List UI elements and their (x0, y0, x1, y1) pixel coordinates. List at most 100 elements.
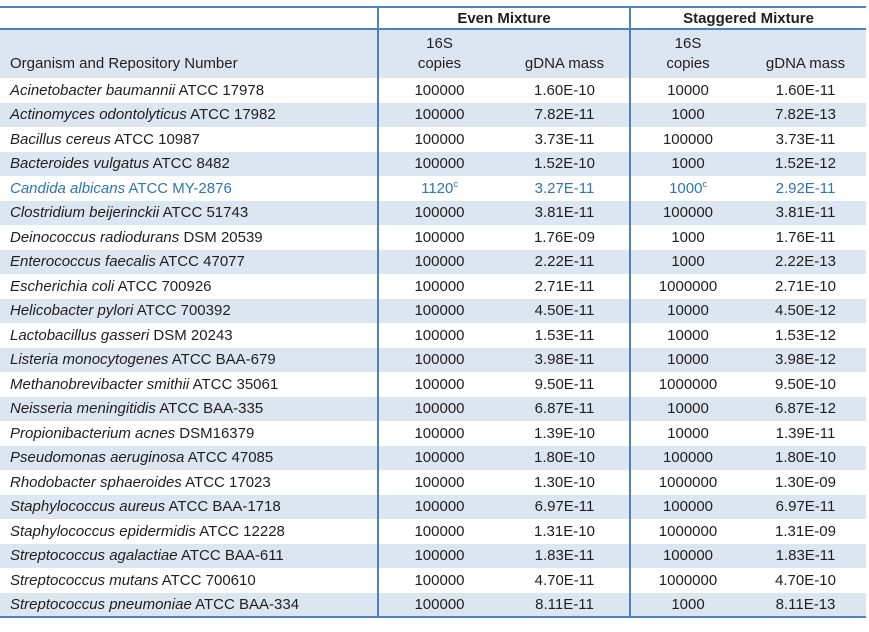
table-row: Bacillus cereus ATCC 10987 100000 3.73E-… (0, 127, 866, 152)
staggered-16s-copies-cell: 1000000 (629, 470, 745, 495)
even-gdna-mass-cell: 4.70E-11 (500, 568, 630, 593)
organism-name: Candida albicans (10, 179, 126, 197)
staggered-gdna-mass-cell: 1.53E-12 (745, 323, 866, 348)
empty-corner-cell (0, 6, 378, 30)
staggered-gdna-mass-cell: 1.39E-11 (745, 421, 866, 446)
even-16s-copies-cell: 1120c (377, 176, 500, 201)
table-row: Clostridium beijerinckii ATCC 51743 1000… (0, 200, 866, 225)
table-row: Pseudomonas aeruginosa ATCC 47085 100000… (0, 445, 866, 470)
even-gdna-mass-cell: 1.52E-10 (500, 151, 630, 176)
even-16s-copies-cell: 100000 (377, 519, 500, 544)
even-16s-copies-cell: 100000 (377, 470, 500, 495)
even-gdna-mass-cell: 2.22E-11 (500, 249, 630, 274)
repository-number: ATCC 17023 (185, 473, 271, 491)
even-gdna-mass-cell: 1.76E-09 (500, 225, 630, 250)
organism-cell: Rhodobacter sphaeroides ATCC 17023 (0, 470, 378, 495)
organism-name: Rhodobacter sphaeroides (10, 473, 182, 491)
even-gdna-mass-cell: 8.11E-11 (500, 592, 630, 618)
staggered-gdna-mass-cell: 4.70E-10 (745, 568, 866, 593)
staggered-16s-copies-cell: 1000000 (629, 274, 745, 299)
staggered-16s-copies-cell: 1000c (629, 176, 745, 201)
organism-name: Enterococcus faecalis (10, 253, 156, 271)
even-16s-copies-cell: 100000 (377, 225, 500, 250)
staggered-16s-copies-header-line2: copies (666, 54, 710, 72)
organism-name: Helicobacter pylori (10, 302, 134, 320)
staggered-16s-copies-cell: 1000 (629, 102, 745, 127)
organism-cell: Candida albicans ATCC MY-2876 (0, 176, 378, 201)
column-header-row: Organism and Repository Number 16S copies… (0, 29, 866, 78)
staggered-gdna-mass-cell: 4.50E-12 (745, 298, 866, 323)
repository-number: ATCC 12228 (199, 522, 285, 540)
staggered-gdna-mass-cell: 9.50E-10 (745, 372, 866, 397)
repository-number: ATCC BAA-1718 (168, 498, 281, 516)
even-gdna-mass-cell: 6.97E-11 (500, 494, 630, 519)
organism-cell: Pseudomonas aeruginosa ATCC 47085 (0, 445, 378, 470)
even-gdna-mass-cell: 1.80E-10 (500, 445, 630, 470)
organism-name: Escherichia coli (10, 277, 115, 295)
organism-cell: Actinomyces odontolyticus ATCC 17982 (0, 102, 378, 127)
even-gdna-mass-cell: 4.50E-11 (500, 298, 630, 323)
organism-cell: Acinetobacter baumannii ATCC 17978 (0, 78, 378, 103)
table-row: Candida albicans ATCC MY-2876 1120c 3.27… (0, 176, 866, 201)
table-row: Streptococcus agalactiae ATCC BAA-611 10… (0, 543, 866, 568)
organism-cell: Escherichia coli ATCC 700926 (0, 274, 378, 299)
even-16s-copies-cell: 100000 (377, 396, 500, 421)
repository-number: ATCC BAA-335 (159, 400, 264, 418)
organism-column-header: Organism and Repository Number (0, 29, 378, 78)
staggered-gdna-mass-cell: 2.22E-13 (745, 249, 866, 274)
even-16s-copies-cell: 100000 (377, 127, 500, 152)
staggered-16s-copies-cell: 10000 (629, 421, 745, 446)
organism-name: Staphylococcus aureus (10, 498, 166, 516)
table-row: Streptococcus pneumoniae ATCC BAA-334 10… (0, 592, 866, 618)
group-header-row: Even Mixture Staggered Mixture (0, 6, 866, 30)
staggered-16s-copies-cell: 1000000 (629, 372, 745, 397)
even-16s-copies-cell: 100000 (377, 543, 500, 568)
mixture-composition-table: Even Mixture Staggered Mixture Organism … (0, 6, 866, 618)
organism-cell: Bacillus cereus ATCC 10987 (0, 127, 378, 152)
even-16s-copies-cell: 100000 (377, 421, 500, 446)
even-mixture-group-header: Even Mixture (377, 6, 630, 30)
even-16s-copies-cell: 100000 (377, 151, 500, 176)
organism-cell: Streptococcus agalactiae ATCC BAA-611 (0, 543, 378, 568)
footnote-marker: c (453, 178, 458, 189)
staggered-16s-copies-header-line1: 16S (674, 34, 702, 52)
staggered-16s-copies-cell: 1000 (629, 249, 745, 274)
repository-number: ATCC 10987 (114, 130, 200, 148)
organism-name: Bacillus cereus (10, 130, 111, 148)
staggered-16s-copies-cell: 100000 (629, 200, 745, 225)
staggered-gdna-mass-cell: 1.60E-11 (745, 78, 866, 103)
even-gdna-mass-cell: 6.87E-11 (500, 396, 630, 421)
organism-cell: Enterococcus faecalis ATCC 47077 (0, 249, 378, 274)
even-gdna-mass-cell: 3.81E-11 (500, 200, 630, 225)
even-16s-copies-cell: 100000 (377, 102, 500, 127)
staggered-16s-copies-header: 16S copies (629, 29, 745, 78)
repository-number: ATCC BAA-679 (171, 351, 276, 369)
repository-number: DSM 20243 (153, 326, 233, 344)
repository-number: ATCC 17982 (190, 106, 276, 124)
table-row: Listeria monocytogenes ATCC BAA-679 1000… (0, 347, 866, 372)
even-16s-copies-cell: 100000 (377, 372, 500, 397)
staggered-gdna-mass-cell: 3.73E-11 (745, 127, 866, 152)
table-row: Streptococcus mutans ATCC 700610 100000 … (0, 568, 866, 593)
repository-number: ATCC 700926 (117, 277, 212, 295)
even-16s-copies-cell: 100000 (377, 200, 500, 225)
even-16s-copies-cell: 100000 (377, 568, 500, 593)
organism-name: Bacteroides vulgatus (10, 155, 150, 173)
even-16s-copies-cell: 100000 (377, 592, 500, 618)
organism-cell: Propionibacterium acnes DSM16379 (0, 421, 378, 446)
staggered-16s-copies-cell: 1000 (629, 225, 745, 250)
repository-number: ATCC 700392 (136, 302, 231, 320)
even-16s-copies-cell: 100000 (377, 494, 500, 519)
staggered-16s-copies-cell: 100000 (629, 494, 745, 519)
organism-name: Streptococcus mutans (10, 571, 159, 589)
even-gdna-mass-cell: 1.83E-11 (500, 543, 630, 568)
even-16s-copies-cell: 100000 (377, 249, 500, 274)
staggered-16s-copies-cell: 10000 (629, 396, 745, 421)
footnote-marker: c (702, 178, 707, 189)
even-gdna-mass-cell: 1.30E-10 (500, 470, 630, 495)
table-row: Propionibacterium acnes DSM16379 100000 … (0, 421, 866, 446)
staggered-16s-copies-cell: 10000 (629, 298, 745, 323)
organism-cell: Streptococcus pneumoniae ATCC BAA-334 (0, 592, 378, 618)
staggered-16s-copies-cell: 1000 (629, 151, 745, 176)
table-row: Staphylococcus epidermidis ATCC 12228 10… (0, 519, 866, 544)
